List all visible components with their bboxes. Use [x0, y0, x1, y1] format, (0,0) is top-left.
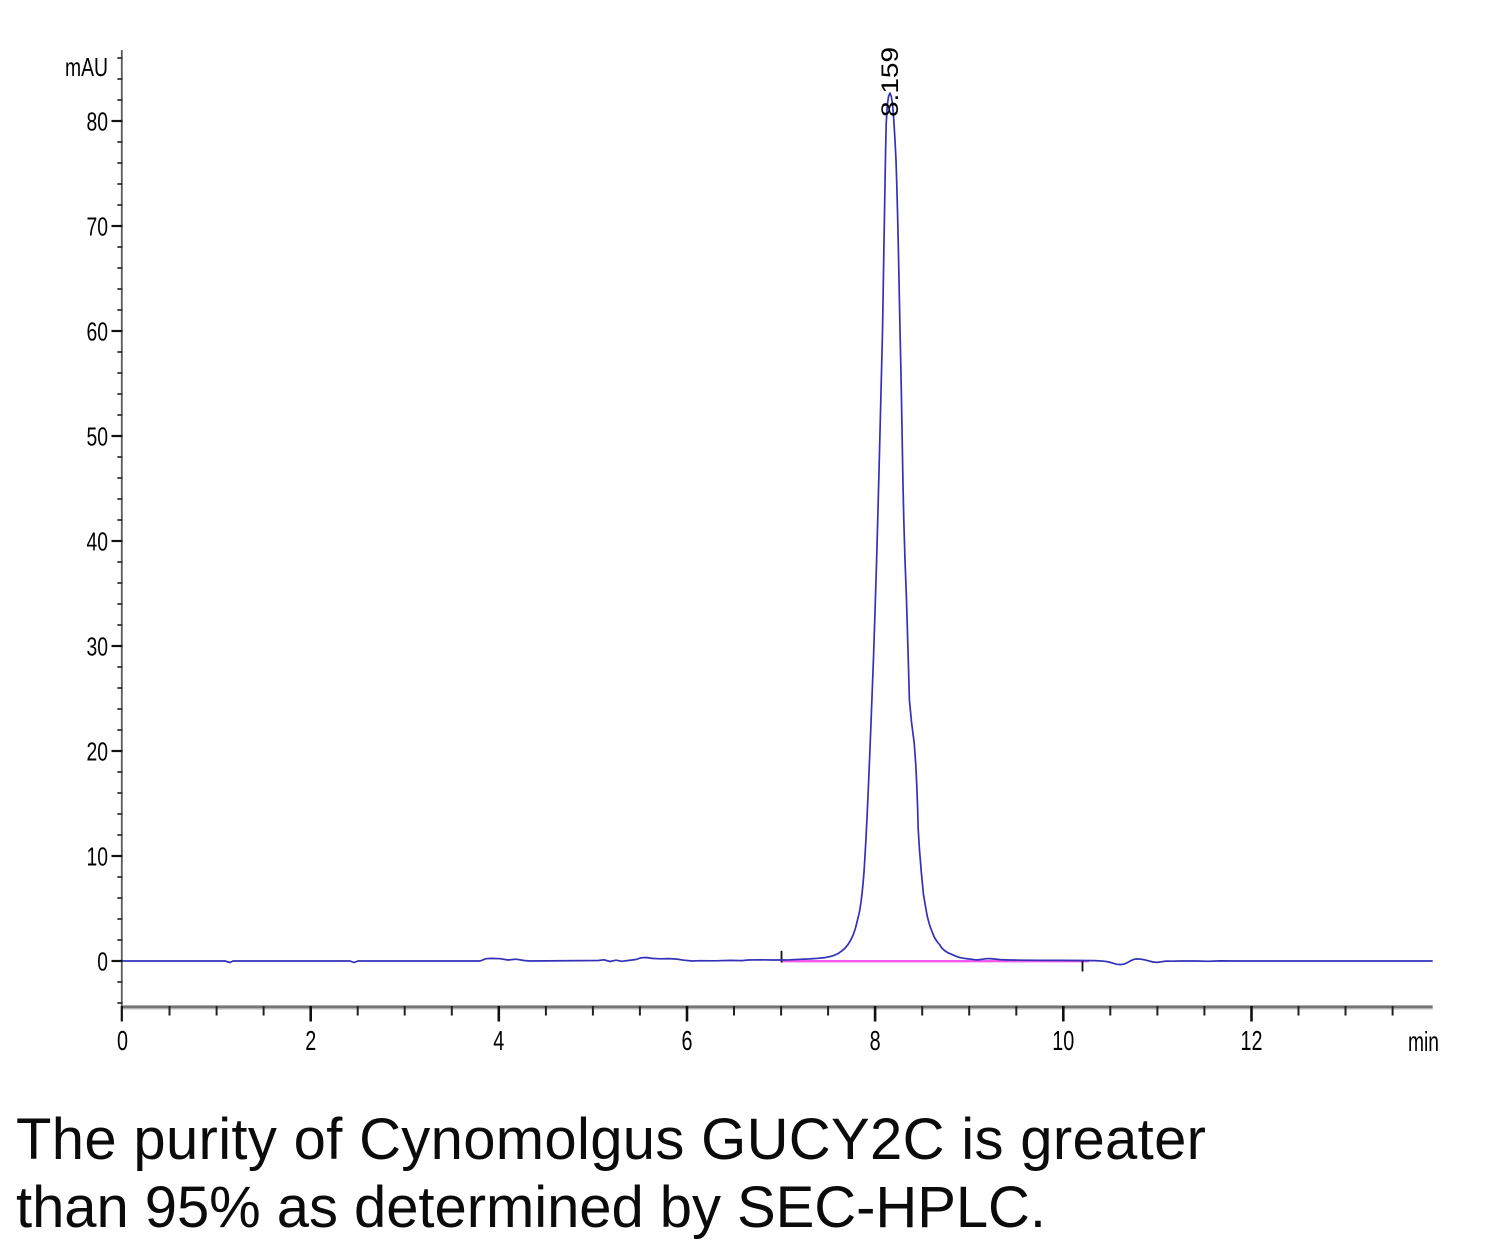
svg-text:The purity of Cynomolgus GUCY2: The purity of Cynomolgus GUCY2C is great…: [16, 1107, 1206, 1172]
svg-text:12: 12: [1241, 1025, 1263, 1056]
svg-text:0: 0: [117, 1025, 128, 1056]
svg-text:8: 8: [870, 1025, 881, 1056]
svg-text:50: 50: [87, 422, 109, 452]
svg-text:than 95% as determined by SEC-: than 95% as determined by SEC-HPLC.: [16, 1175, 1046, 1240]
svg-text:80: 80: [87, 107, 109, 137]
svg-text:60: 60: [87, 317, 109, 347]
svg-text:40: 40: [87, 527, 109, 557]
svg-text:30: 30: [87, 632, 109, 662]
svg-text:20: 20: [87, 737, 109, 767]
svg-text:10: 10: [1052, 1025, 1074, 1056]
svg-text:8.159: 8.159: [877, 47, 904, 117]
svg-text:min: min: [1408, 1026, 1439, 1057]
svg-text:0: 0: [97, 947, 108, 977]
svg-text:10: 10: [87, 842, 109, 872]
svg-text:6: 6: [682, 1025, 693, 1056]
svg-text:2: 2: [305, 1025, 316, 1056]
svg-text:mAU: mAU: [65, 52, 108, 82]
svg-text:4: 4: [493, 1025, 504, 1056]
svg-text:70: 70: [87, 212, 109, 242]
